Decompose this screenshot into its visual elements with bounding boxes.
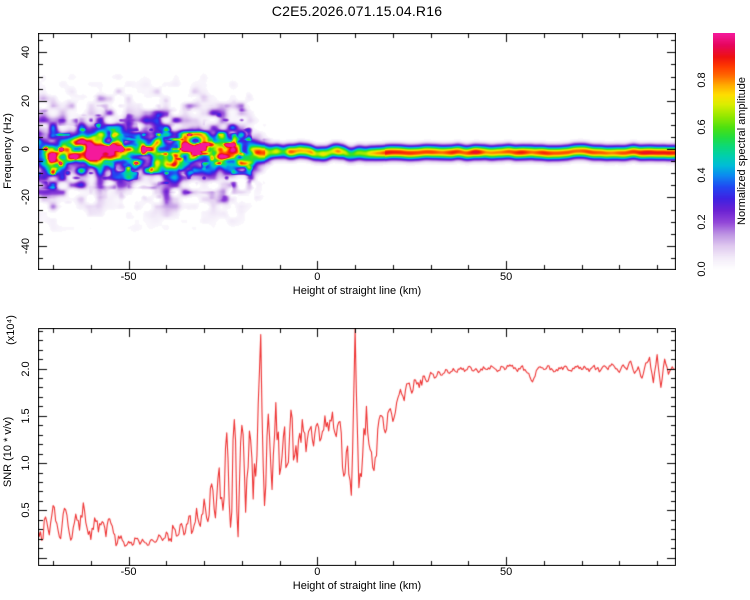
bottom-y-axis-label: SNR (10 * v/v) xyxy=(2,416,14,488)
tick-label: 2.0 xyxy=(20,360,32,377)
tick-label: 0 xyxy=(314,566,321,578)
tick-label: 50 xyxy=(499,271,513,283)
tick-label: 20 xyxy=(20,94,32,107)
top-x-axis-label: Height of straight line (km) xyxy=(292,285,422,297)
tick-label: 0.8 xyxy=(696,72,708,88)
tick-label: 0 xyxy=(314,271,321,283)
tick-label: -50 xyxy=(120,271,137,283)
tick-label: 0.0 xyxy=(696,261,708,277)
snr-scale-note: (x10⁴) xyxy=(5,315,17,345)
tick-label: 0.4 xyxy=(696,166,708,183)
snr-plot xyxy=(38,328,676,566)
colorbar-label: Normalized spectral amplitude xyxy=(736,77,748,225)
tick-label: 0 xyxy=(20,146,32,153)
tick-label: 40 xyxy=(20,46,32,59)
tick-label: 1.0 xyxy=(20,455,32,471)
tick-label: 0.5 xyxy=(20,502,32,518)
tick-label: 0.6 xyxy=(696,119,708,136)
tick-label: 0.2 xyxy=(696,214,708,230)
bottom-x-axis-label: Height of straight line (km) xyxy=(292,580,422,592)
colorbar-gradient xyxy=(713,33,735,270)
page-title: C2E5.2026.071.15.04.R16 xyxy=(271,3,443,19)
top-y-axis-label: Frequency (Hz) xyxy=(2,113,14,189)
tick-label: -20 xyxy=(20,189,32,206)
tick-label: 50 xyxy=(499,566,513,578)
tick-label: -40 xyxy=(20,237,32,254)
tick-label: -50 xyxy=(120,566,137,578)
tick-label: 1.5 xyxy=(20,408,32,424)
spectrogram-plot xyxy=(38,33,676,270)
